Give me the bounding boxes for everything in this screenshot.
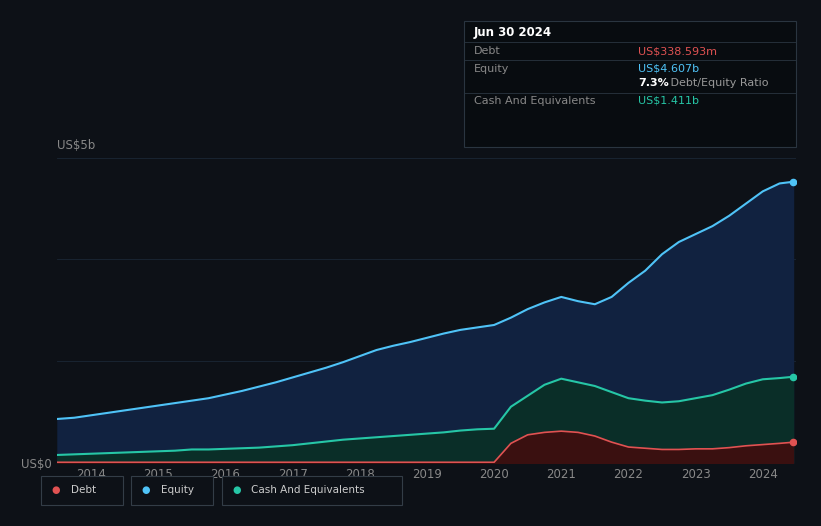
Text: Debt: Debt	[474, 46, 501, 56]
Text: US$338.593m: US$338.593m	[638, 46, 717, 56]
Point	[787, 178, 800, 186]
Text: ●: ●	[52, 485, 60, 495]
Text: Equity: Equity	[474, 64, 509, 74]
Text: Cash And Equivalents: Cash And Equivalents	[474, 96, 595, 106]
Text: US$1.411b: US$1.411b	[638, 96, 699, 106]
Text: US$4.607b: US$4.607b	[638, 64, 699, 74]
Text: ●: ●	[232, 485, 241, 495]
Text: ●: ●	[142, 485, 150, 495]
Text: Equity: Equity	[161, 485, 194, 495]
Point	[787, 372, 800, 381]
Text: Cash And Equivalents: Cash And Equivalents	[251, 485, 365, 495]
Text: Jun 30 2024: Jun 30 2024	[474, 26, 552, 39]
Text: Debt: Debt	[71, 485, 96, 495]
Text: Debt/Equity Ratio: Debt/Equity Ratio	[667, 78, 768, 88]
Text: 7.3%: 7.3%	[638, 78, 668, 88]
Text: US$5b: US$5b	[57, 139, 96, 151]
Point	[787, 438, 800, 447]
